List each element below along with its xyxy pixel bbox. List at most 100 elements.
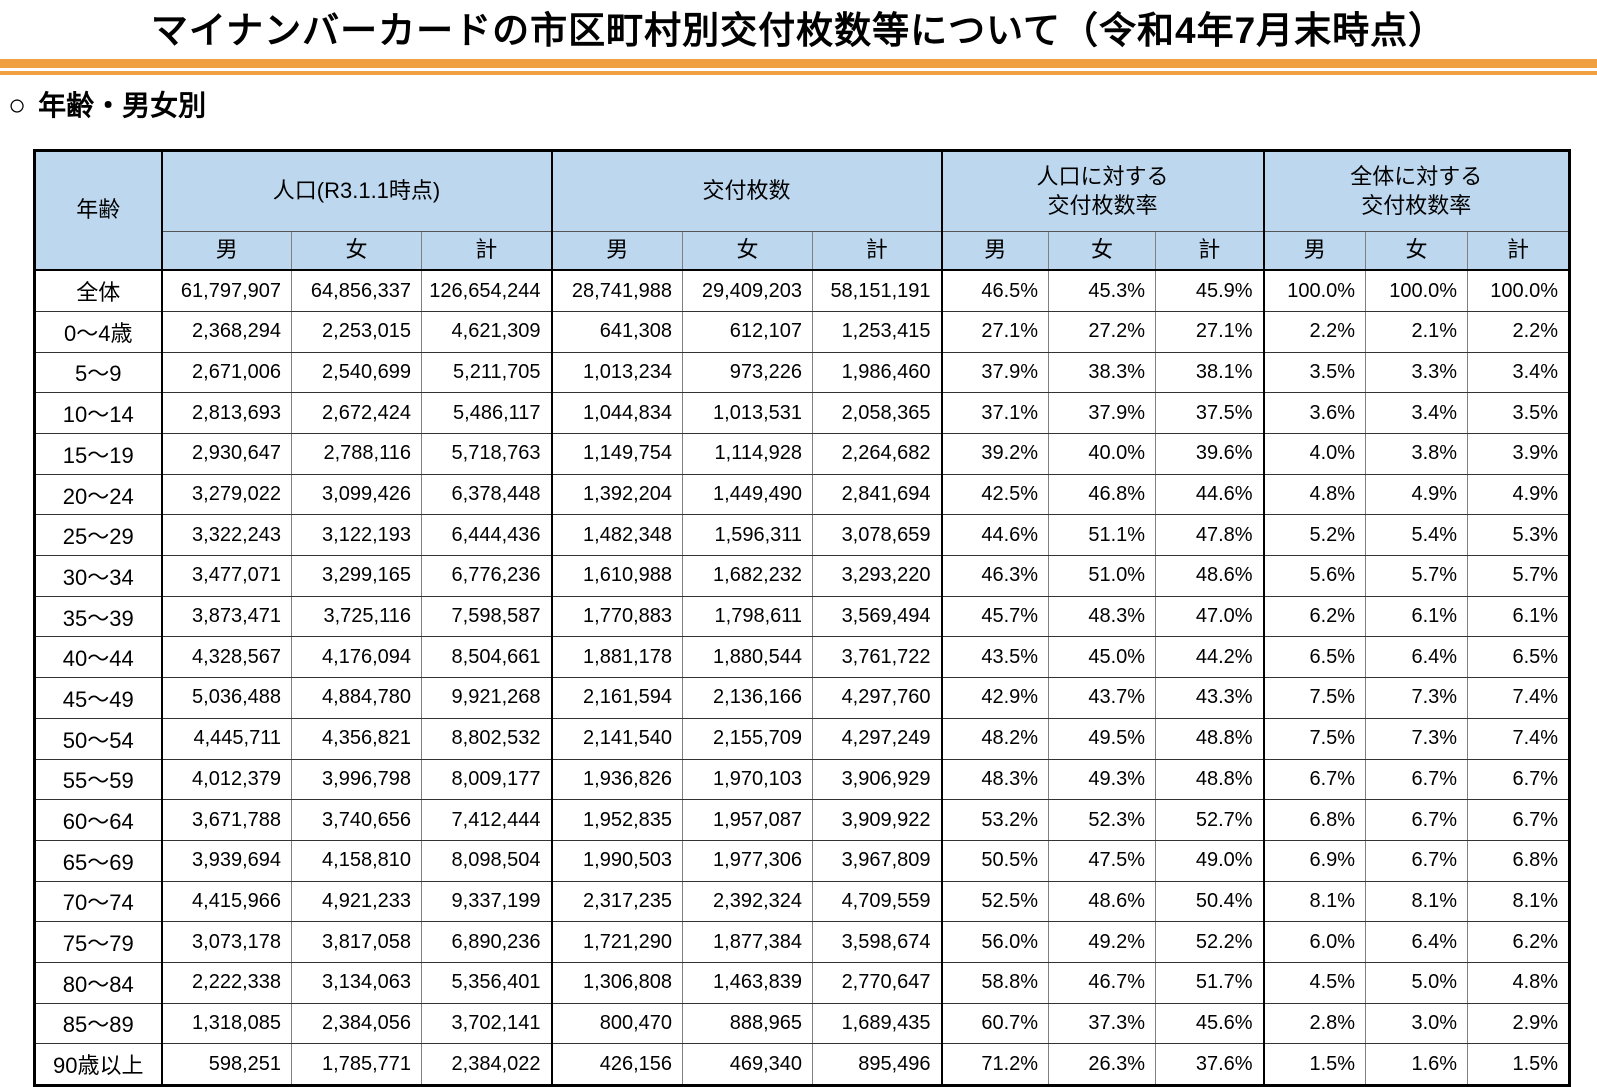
value-cell: 4.9% — [1467, 474, 1570, 516]
value-cell: 43.5% — [940, 636, 1049, 679]
value-cell: 6.1% — [1467, 596, 1570, 638]
age-cell: 35～39 — [34, 596, 162, 638]
table-row: 80～84 2,222,338 3,134,063 5,356,401 1,306,80… — [34, 962, 1570, 1004]
header-group-issued: 交付枚数 — [550, 150, 942, 233]
table-row: 10～14 2,813,693 2,672,424 5,486,117 1,044,83… — [34, 392, 1570, 434]
table-row: 全体 61,797,907 64,856,337 126,654,244 28,741,… — [34, 270, 1570, 312]
value-cell: 58,151,191 — [812, 270, 942, 312]
value-cell: 53.2% — [940, 799, 1049, 841]
value-cell: 469,340 — [682, 1043, 813, 1086]
value-cell: 5.6% — [1262, 555, 1366, 597]
value-cell: 42.5% — [940, 474, 1049, 516]
value-cell: 3.8% — [1365, 433, 1468, 475]
value-cell: 43.7% — [1048, 677, 1156, 719]
header-col-female: 女 — [1048, 231, 1156, 272]
table-body: 全体 61,797,907 64,856,337 126,654,244 28,741,… — [34, 270, 1570, 1086]
age-cell: 45～49 — [34, 677, 162, 719]
value-cell: 52.5% — [940, 881, 1049, 923]
value-cell: 47.0% — [1155, 596, 1264, 638]
section-heading-label: 年齢・男女別 — [38, 90, 207, 122]
table-row: 20～24 3,279,022 3,099,426 6,378,448 1,392,20… — [34, 474, 1570, 516]
value-cell: 126,654,244 — [420, 270, 552, 312]
divider-gap — [0, 68, 1597, 72]
value-cell: 7.5% — [1262, 677, 1366, 719]
value-cell: 1,482,348 — [550, 514, 683, 557]
value-cell: 1,957,087 — [682, 799, 813, 841]
table-header: 年齢 人口(R3.1.1時点) 交付枚数 人口に対する 交付枚数率 全体に対する… — [34, 150, 1570, 272]
value-cell: 1,721,290 — [550, 921, 683, 963]
value-cell: 1,253,415 — [812, 311, 942, 353]
table-row: 45～49 5,036,488 4,884,780 9,921,268 2,161,59… — [34, 677, 1570, 719]
value-cell: 2,672,424 — [291, 392, 422, 434]
value-cell: 45.3% — [1048, 270, 1156, 312]
value-cell: 38.1% — [1155, 352, 1264, 394]
value-cell: 6.4% — [1365, 921, 1468, 963]
value-cell: 5.3% — [1467, 514, 1570, 557]
value-cell: 37.3% — [1048, 1003, 1156, 1045]
value-cell: 3,740,656 — [291, 799, 422, 841]
value-cell: 37.5% — [1155, 392, 1264, 434]
value-cell: 3,873,471 — [160, 596, 292, 638]
value-cell: 71.2% — [940, 1043, 1049, 1086]
header-col-male: 男 — [1262, 231, 1366, 272]
value-cell: 51.7% — [1155, 962, 1264, 1004]
value-cell: 27.1% — [1155, 311, 1264, 353]
age-cell: 40～44 — [34, 636, 162, 679]
value-cell: 2,788,116 — [291, 433, 422, 475]
value-cell: 1,689,435 — [812, 1003, 942, 1045]
value-cell: 6.2% — [1262, 596, 1366, 638]
value-cell: 2,264,682 — [812, 433, 942, 475]
value-cell: 37.1% — [940, 392, 1049, 434]
value-cell: 7,598,587 — [420, 596, 552, 638]
value-cell: 3.0% — [1365, 1003, 1468, 1045]
age-cell: 5～9 — [34, 352, 162, 394]
table-row: 60～64 3,671,788 3,740,656 7,412,444 1,952,83… — [34, 799, 1570, 841]
table-row: 85～89 1,318,085 2,384,056 3,702,141 800,470 8… — [34, 1003, 1570, 1045]
value-cell: 46.5% — [940, 270, 1049, 312]
orange-divider — [0, 59, 1597, 76]
value-cell: 6.5% — [1467, 636, 1570, 679]
value-cell: 4,297,249 — [812, 718, 942, 760]
value-cell: 46.7% — [1048, 962, 1156, 1004]
value-cell: 7.4% — [1467, 677, 1570, 719]
table-row: 70～74 4,415,966 4,921,233 9,337,199 2,317,23… — [34, 881, 1570, 923]
header-col-total: 計 — [1155, 231, 1264, 272]
circle-marker: ○ — [8, 89, 27, 123]
value-cell: 2,540,699 — [291, 352, 422, 394]
value-cell: 48.6% — [1048, 881, 1156, 923]
value-cell: 1,610,988 — [550, 555, 683, 597]
value-cell: 48.8% — [1155, 759, 1264, 801]
value-cell: 3.4% — [1365, 392, 1468, 434]
header-col-female: 女 — [1365, 231, 1468, 272]
value-cell: 4,445,711 — [160, 718, 292, 760]
value-cell: 2,368,294 — [160, 311, 292, 353]
value-cell: 48.6% — [1155, 555, 1264, 597]
value-cell: 61,797,907 — [160, 270, 292, 312]
value-cell: 28,741,988 — [550, 270, 683, 312]
value-cell: 612,107 — [682, 311, 813, 353]
value-cell: 4,415,966 — [160, 881, 292, 923]
value-cell: 4,621,309 — [420, 311, 552, 353]
value-cell: 800,470 — [550, 1003, 683, 1045]
value-cell: 3,477,071 — [160, 555, 292, 597]
value-cell: 3,073,178 — [160, 921, 292, 963]
value-cell: 45.7% — [940, 596, 1049, 638]
age-cell: 60～64 — [34, 799, 162, 841]
value-cell: 8.1% — [1467, 881, 1570, 923]
value-cell: 5,356,401 — [420, 962, 552, 1004]
value-cell: 37.9% — [1048, 392, 1156, 434]
value-cell: 8.1% — [1365, 881, 1468, 923]
value-cell: 2.1% — [1365, 311, 1468, 353]
value-cell: 6,444,436 — [420, 514, 552, 557]
value-cell: 426,156 — [550, 1043, 683, 1086]
value-cell: 9,337,199 — [420, 881, 552, 923]
value-cell: 6.1% — [1365, 596, 1468, 638]
value-cell: 42.9% — [940, 677, 1049, 719]
value-cell: 3,598,674 — [812, 921, 942, 963]
value-cell: 47.5% — [1048, 840, 1156, 882]
value-cell: 1,798,611 — [682, 596, 813, 638]
value-cell: 4,921,233 — [291, 881, 422, 923]
value-cell: 1,881,178 — [550, 636, 683, 679]
value-cell: 1,114,928 — [682, 433, 813, 475]
value-cell: 1,880,544 — [682, 636, 813, 679]
